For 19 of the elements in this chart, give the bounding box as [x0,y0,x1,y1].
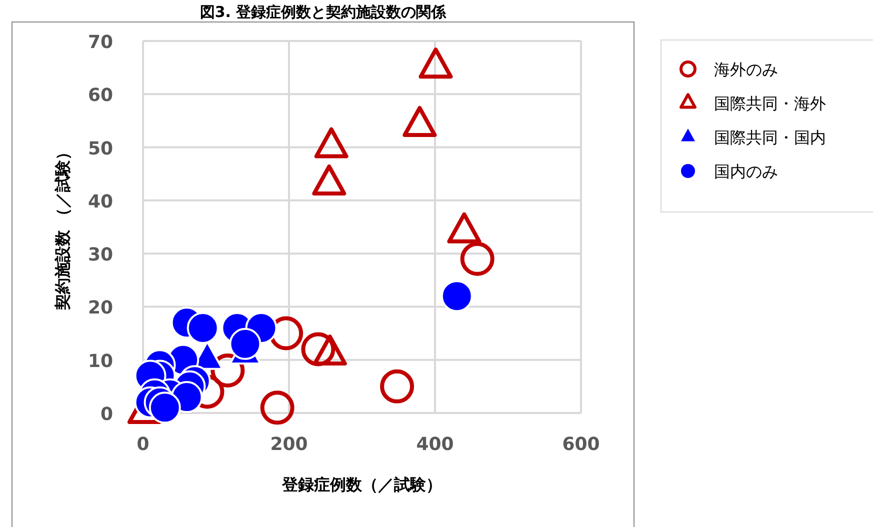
y-tick-label: 10 [88,350,113,372]
y-tick-label: 20 [88,298,113,319]
x-tick-label: 600 [562,434,600,455]
legend-label: 国際共同・海外 [714,94,826,113]
x-tick-label: 0 [136,434,150,455]
chart-title: 図3. 登録症例数と契約施設数の関係 [200,3,448,21]
legend-label: 海外のみ [714,60,778,79]
y-tick-label: 30 [88,244,113,266]
legend-label: 国際共同・国内 [714,128,826,147]
x-tick-label: 400 [416,434,454,455]
legend-label: 国内のみ [714,162,778,181]
x-axis-title: 登録症例数（／試験） [281,475,442,494]
x-tick-label: 200 [270,434,308,455]
y-tick-label: 50 [88,138,113,160]
y-tick-label: 0 [100,404,113,425]
y-tick-label: 40 [88,191,113,212]
y-tick-label: 60 [88,85,113,106]
y-tick-label: 70 [88,32,113,53]
y-axis-title: 契約施設数 （／試験） [53,144,72,311]
